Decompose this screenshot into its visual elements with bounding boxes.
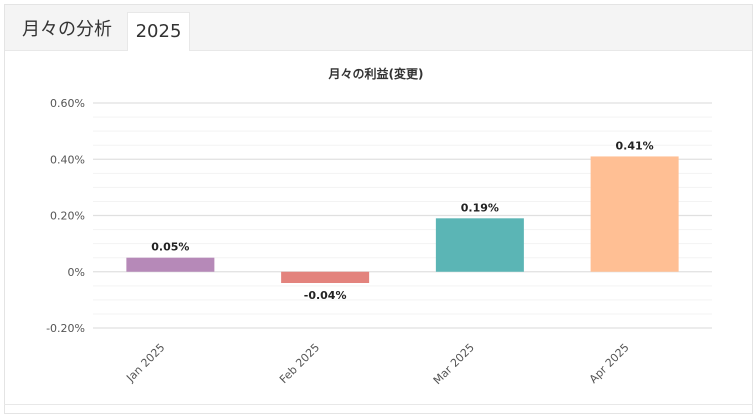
bar-value-label: 0.41% bbox=[616, 139, 654, 152]
x-tick-label: Mar 2025 bbox=[431, 341, 477, 387]
y-tick-label: 0% bbox=[68, 266, 85, 279]
x-tick-label: Feb 2025 bbox=[277, 341, 322, 386]
y-tick-label: -0.20% bbox=[46, 322, 85, 335]
x-axis-ticks: Jan 2025 Feb 2025 Mar 2025 Apr 2025 bbox=[123, 341, 631, 387]
bar-feb-2025[interactable] bbox=[281, 271, 370, 283]
bar-value-label: 0.05% bbox=[151, 241, 189, 254]
bar-value-label: 0.19% bbox=[461, 201, 499, 214]
x-tick-label: Apr 2025 bbox=[587, 341, 632, 386]
y-tick-label: 0.40% bbox=[50, 153, 85, 166]
chart-title: 月々の利益(変更) bbox=[328, 66, 424, 81]
bar-mar-2025[interactable] bbox=[435, 218, 524, 272]
bar-jan-2025[interactable] bbox=[126, 257, 215, 272]
y-axis-ticks: 0.60% 0.40% 0.20% 0% -0.20% bbox=[46, 97, 85, 335]
bars bbox=[126, 156, 679, 283]
y-tick-label: 0.60% bbox=[50, 97, 85, 110]
panel-footer-divider bbox=[4, 404, 753, 405]
bar-apr-2025[interactable] bbox=[590, 156, 679, 272]
tab-bar: 月々の分析 2025 bbox=[5, 5, 752, 51]
bar-value-label: -0.04% bbox=[304, 289, 347, 302]
tab-year-2025[interactable]: 2025 bbox=[127, 12, 190, 51]
data-labels: 0.05% -0.04% 0.19% 0.41% bbox=[151, 139, 653, 302]
x-tick-label: Jan 2025 bbox=[123, 341, 167, 385]
tab-monthly-analysis[interactable]: 月々の分析 bbox=[22, 19, 112, 40]
y-tick-label: 0.20% bbox=[50, 210, 85, 223]
